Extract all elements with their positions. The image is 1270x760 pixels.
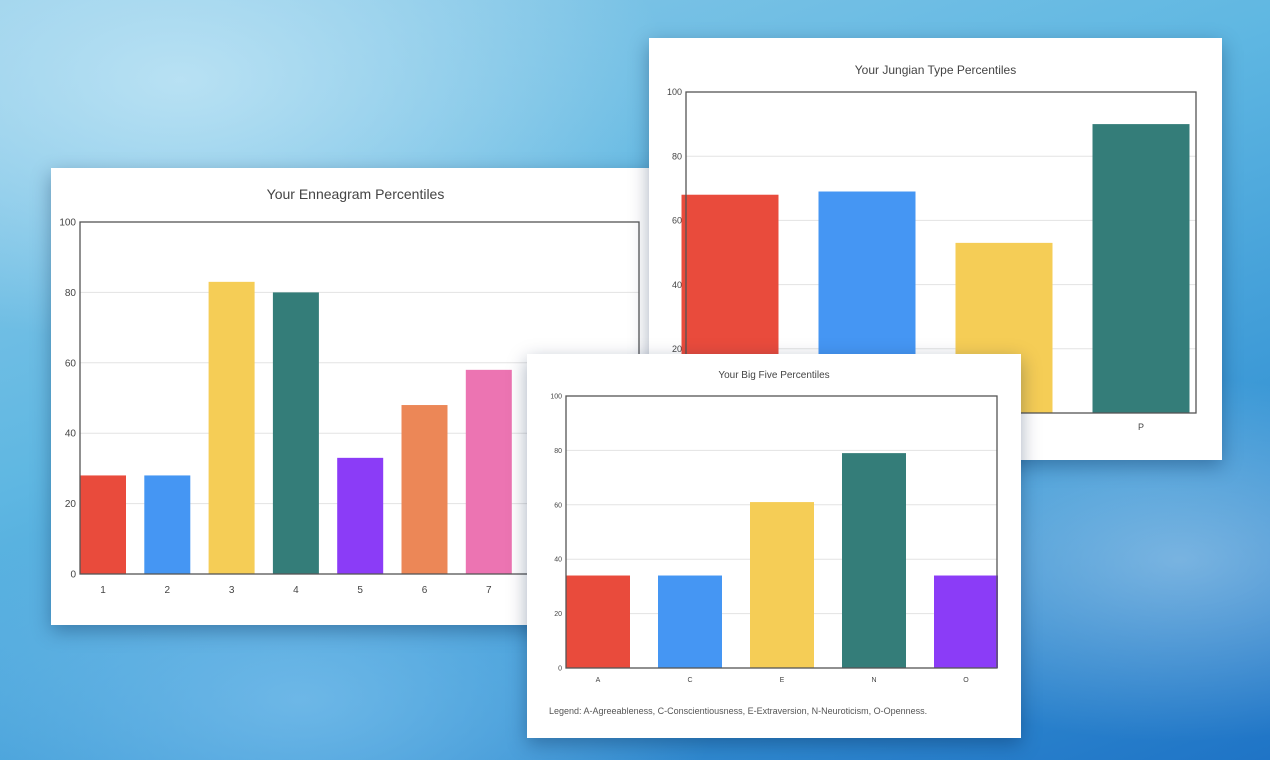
x-tick-label: 2 <box>165 585 171 596</box>
y-tick-label: 20 <box>65 499 77 510</box>
bar-C <box>658 575 722 668</box>
x-tick-label: 5 <box>357 585 363 596</box>
y-tick-label: 40 <box>65 429 77 440</box>
y-tick-label: 20 <box>554 611 562 618</box>
bar-6 <box>401 405 448 574</box>
bar-7 <box>465 369 512 574</box>
x-tick-label: 6 <box>422 585 428 596</box>
y-tick-label: 100 <box>59 218 76 229</box>
y-tick-label: 60 <box>65 358 77 369</box>
y-tick-label: 40 <box>672 280 682 290</box>
bigfive-bar-chart: 0 20 40 60 80 100 A C E N O <box>550 393 998 684</box>
y-tick-label: 100 <box>667 87 682 97</box>
plot-frame <box>565 395 998 669</box>
y-tick-label: 80 <box>672 151 682 161</box>
chart-title: Your Enneagram Percentiles <box>266 186 445 202</box>
chart-title: Your Big Five Percentiles <box>718 370 830 381</box>
y-tick-label: 0 <box>558 665 562 672</box>
y-tick-label: 40 <box>554 557 562 564</box>
y-tick-label: 0 <box>70 570 76 581</box>
bar-P <box>1092 124 1190 413</box>
y-tick-label: 60 <box>672 216 682 226</box>
enneagram-bar-chart: 0 20 40 60 80 100 1 2 3 4 5 6 7 <box>59 218 640 596</box>
x-tick-label: O <box>963 677 969 684</box>
x-tick-label: 7 <box>486 585 492 596</box>
bigfive-chart-card: Your Big Five Percentiles 0 20 40 60 80 100 A C… <box>527 354 1021 738</box>
y-tick-label: 20 <box>672 344 682 354</box>
bar-5 <box>337 457 384 574</box>
x-tick-label: P <box>1138 422 1144 432</box>
bar-4 <box>272 292 319 574</box>
x-tick-label: E <box>780 677 785 684</box>
bar-2 <box>144 475 191 574</box>
chart-title: Your Jungian Type Percentiles <box>854 63 1017 77</box>
x-tick-label: 3 <box>229 585 235 596</box>
bar-1 <box>80 475 126 574</box>
x-tick-label: N <box>871 677 876 684</box>
bar-O <box>934 575 998 668</box>
x-tick-label: C <box>687 677 692 684</box>
y-tick-label: 80 <box>65 288 77 299</box>
x-tick-label: 4 <box>293 585 299 596</box>
y-tick-label: 80 <box>554 448 562 455</box>
bar-A <box>566 575 630 668</box>
x-tick-label: A <box>596 677 601 684</box>
legend-note: Legend: A-Agreeableness, C-Conscientious… <box>549 706 928 716</box>
y-tick-label: 100 <box>550 393 562 400</box>
bar-E <box>750 502 814 668</box>
bar-N <box>842 453 906 668</box>
y-tick-label: 60 <box>554 502 562 509</box>
bar-3 <box>208 281 255 574</box>
x-tick-label: 1 <box>100 585 106 596</box>
